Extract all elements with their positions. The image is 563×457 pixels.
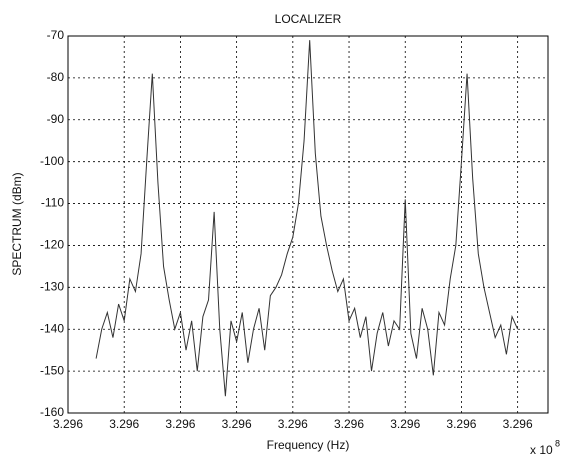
y-tick-label: -80 [47,70,65,84]
y-tick-label: -90 [47,112,65,126]
x-exponent: 8 [555,438,560,448]
x-axis-label: Frequency (Hz) [267,438,350,452]
y-tick-label: -120 [40,238,64,252]
chart-title: LOCALIZER [275,12,342,26]
x-tick-label: 3.296 [53,417,83,431]
y-axis-label: SPECTRUM (dBm) [10,172,24,275]
x-tick-label: 3.296 [278,417,308,431]
spectrum-line [95,40,519,397]
x-tick-label: 3.296 [109,417,139,431]
y-tick-label: -70 [47,28,65,42]
x-tick-label: 3.296 [222,417,252,431]
x-tick-label: 3.296 [390,417,420,431]
x-tick-label: 3.296 [165,417,195,431]
x-multiplier: x 10 [530,443,553,457]
y-tick-label: -140 [40,321,64,335]
y-tick-label: -100 [40,154,64,168]
x-tick-label: 3.296 [334,417,364,431]
y-tick-label: -160 [40,405,64,419]
x-tick-label: 3.296 [503,417,533,431]
y-tick-label: -110 [41,196,64,210]
x-tick-label: 3.296 [446,417,476,431]
y-tick-label: -150 [40,363,64,377]
y-tick-label: -130 [40,280,64,294]
